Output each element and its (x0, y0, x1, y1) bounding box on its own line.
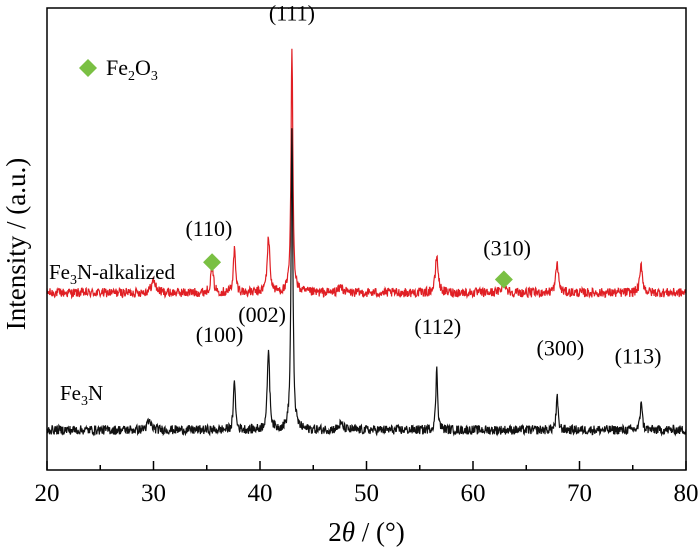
x-tick-label: 60 (461, 480, 486, 507)
axes-layer: 20 30 40 50 60 70 80 2θ / (°) Intensity / (a.u.) (1, 7, 699, 547)
x-tick-label: 30 (141, 480, 166, 507)
series-layer (46, 48, 687, 437)
x-axis-title: 2θ / (°) (328, 517, 405, 547)
annotation-layer: Fe3N-alkalized Fe3N Fe2O3 (111) (110) (310) (0… (49, 0, 661, 409)
peak-label: (002) (238, 302, 286, 327)
fe2o3-marker-2 (494, 270, 513, 289)
x-tick-label: 50 (354, 480, 379, 507)
x-tick-label: 20 (35, 480, 60, 507)
fe2o3-marker-1 (203, 253, 222, 272)
series-line-fe3n (46, 128, 687, 437)
y-axis-title: Intensity / (a.u.) (1, 158, 31, 330)
peak-label: (112) (414, 314, 461, 339)
series-label-fe3n: Fe3N (60, 381, 103, 409)
legend-label-fe2o3: Fe2O3 (106, 55, 158, 84)
peak-label: (100) (196, 322, 244, 347)
peak-label: (310) (483, 236, 531, 261)
peak-label: (111) (269, 0, 315, 25)
x-tick-label: 80 (674, 480, 699, 507)
x-tick-label: 70 (567, 480, 592, 507)
series-line-fe3n-alkalized (46, 48, 687, 300)
peak-label: (113) (615, 343, 662, 368)
x-tick-label: 40 (248, 480, 273, 507)
peak-label: (300) (537, 336, 585, 361)
peak-label: (110) (185, 216, 232, 241)
series-label-fe3n-alkalized: Fe3N-alkalized (49, 260, 175, 288)
legend-diamond-icon (79, 59, 97, 77)
